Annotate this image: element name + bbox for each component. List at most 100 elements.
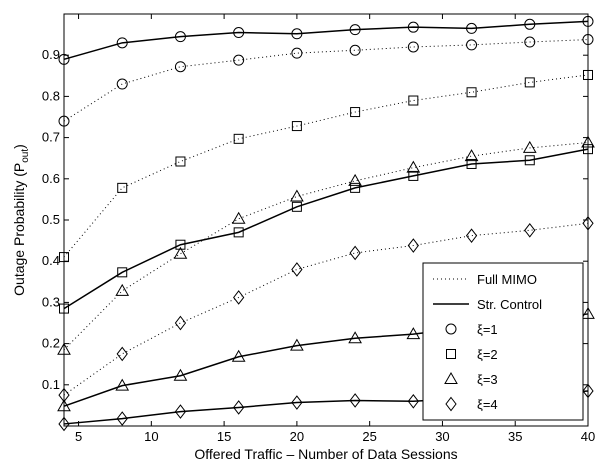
legend-label-str-control: Str. Control xyxy=(477,297,542,312)
square-marker xyxy=(583,69,593,80)
diamond-marker xyxy=(465,228,478,243)
triangle-marker xyxy=(115,378,130,391)
diamond-marker xyxy=(233,400,245,415)
y-tick-label: 0.8 xyxy=(42,88,60,103)
square-marker xyxy=(583,144,593,155)
series-dotted-square xyxy=(59,69,593,263)
triangle-marker xyxy=(115,283,130,296)
circle-marker xyxy=(466,39,478,51)
square-marker xyxy=(524,155,535,166)
y-axis-label-main: Outage Probability (P xyxy=(11,163,27,296)
circle-marker xyxy=(116,78,128,90)
legend-label-full-mimo: Full MIMO xyxy=(477,272,537,287)
square-marker xyxy=(233,133,244,144)
diamond-marker xyxy=(58,416,70,432)
series-line xyxy=(63,74,589,258)
series-dotted-circle xyxy=(58,34,594,127)
series-line xyxy=(63,142,589,351)
circle-marker xyxy=(445,323,457,335)
triangle-marker xyxy=(444,371,458,384)
x-tick-label: 10 xyxy=(144,429,158,444)
diamond-marker xyxy=(291,262,303,277)
square-marker xyxy=(524,77,535,88)
legend-label-xi-3: ξ=3 xyxy=(477,372,498,387)
circle-marker xyxy=(466,22,478,34)
legend-marker-triangle xyxy=(444,371,458,384)
triangle-marker xyxy=(581,135,595,148)
legend-label-xi-4: ξ=4 xyxy=(477,397,498,412)
legend-box xyxy=(422,262,584,421)
circle-marker xyxy=(291,28,303,40)
x-axis-label: Offered Traffic – Number of Data Session… xyxy=(194,446,457,462)
square-marker xyxy=(446,349,456,359)
triangle-marker xyxy=(522,140,537,153)
series-line xyxy=(63,148,589,310)
square-marker xyxy=(175,239,186,250)
diamond-marker xyxy=(524,222,536,238)
x-tick-label: 20 xyxy=(290,429,304,444)
series-solid-square xyxy=(59,144,593,314)
diamond-marker xyxy=(349,245,361,261)
square-marker xyxy=(408,95,419,106)
circle-marker xyxy=(116,37,128,49)
triangle-marker xyxy=(406,327,421,340)
square-marker xyxy=(466,158,477,169)
legend-marker-square xyxy=(446,349,456,359)
x-tick-label: 5 xyxy=(75,429,82,444)
square-marker xyxy=(408,170,419,181)
x-tick-label: 15 xyxy=(217,429,231,444)
y-tick-label: 0.3 xyxy=(42,294,60,309)
x-tick-label: 40 xyxy=(581,429,595,444)
circle-marker xyxy=(174,31,186,43)
legend-marker-diamond xyxy=(445,396,457,412)
triangle-marker xyxy=(173,368,188,381)
y-tick-label: 0.5 xyxy=(42,212,60,227)
legend-label-xi-1: ξ=1 xyxy=(477,322,498,337)
y-axis-label: Outage Probability (Pout) xyxy=(11,144,31,296)
triangle-marker xyxy=(290,189,304,202)
series-line xyxy=(63,39,589,122)
diamond-marker xyxy=(349,393,361,408)
y-axis-label-subscript: out xyxy=(20,149,31,163)
diamond-marker xyxy=(407,238,419,253)
circle-marker xyxy=(407,41,419,53)
diamond-marker xyxy=(233,290,245,305)
triangle-marker xyxy=(406,160,421,173)
circle-marker xyxy=(233,27,245,39)
triangle-marker xyxy=(173,246,188,259)
y-tick-label: 0.1 xyxy=(42,377,60,392)
circle-marker xyxy=(582,34,594,46)
diamond-marker xyxy=(116,346,128,362)
y-tick-label: 0.9 xyxy=(42,47,60,62)
triangle-marker xyxy=(57,342,71,355)
triangle-marker xyxy=(290,338,304,351)
diamond-marker xyxy=(174,315,187,331)
circle-marker xyxy=(524,18,536,30)
square-marker xyxy=(291,121,302,132)
circle-marker xyxy=(407,21,419,33)
series-line xyxy=(63,20,589,61)
diamond-marker xyxy=(116,411,128,426)
legend-label-xi-2: ξ=2 xyxy=(477,347,498,362)
diamond-marker xyxy=(582,215,594,231)
square-marker xyxy=(117,267,128,278)
y-tick-label: 0.7 xyxy=(42,130,60,145)
legend: Full MIMO Str. Control ξ=1 ξ=2 ξ=3 ξ=4 xyxy=(422,262,584,421)
diamond-marker xyxy=(407,393,419,409)
diamond-marker xyxy=(582,383,594,399)
triangle-marker xyxy=(231,211,246,224)
triangle-marker xyxy=(231,349,246,362)
plot-area: 5 10 15 20 25 30 35 40 0.1 0.2 0.3 0.4 0.5 0.6 0.7 0.8 0… xyxy=(42,13,595,444)
circle-marker xyxy=(349,24,361,36)
circle-marker xyxy=(174,61,186,73)
square-marker xyxy=(350,107,361,118)
x-tick-label: 35 xyxy=(508,429,522,444)
y-tick-label: 0.4 xyxy=(42,253,60,268)
circle-marker xyxy=(524,36,536,48)
y-axis-label-close: ) xyxy=(11,144,27,149)
y-tick-label: 0.2 xyxy=(42,336,60,351)
square-marker xyxy=(233,227,244,238)
axis-ticks: 5 10 15 20 25 30 35 40 0.1 0.2 0.3 0.4 0.5 0.6 0.7 0.8 0… xyxy=(42,14,595,444)
diamond-marker xyxy=(58,387,70,403)
